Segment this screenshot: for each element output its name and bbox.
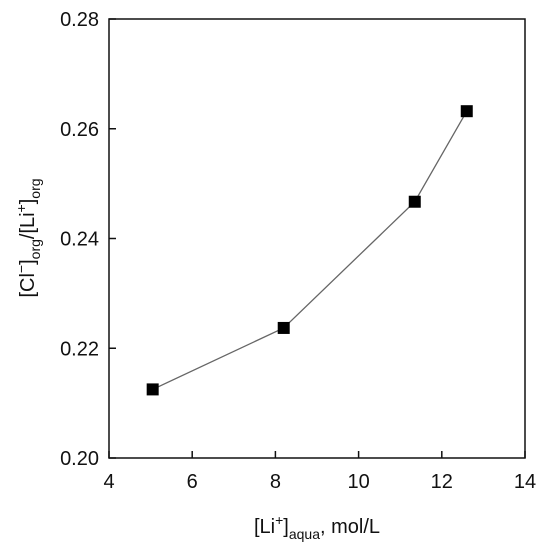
y-tick-label: 0.28 xyxy=(60,9,99,31)
y-tick-label: 0.22 xyxy=(60,338,99,360)
x-axis-title: [Li+]aqua, mol/L xyxy=(254,512,380,542)
y-axis: 0.20 0.22 0.24 0.26 0.28 xyxy=(60,9,116,470)
plot-frame xyxy=(108,18,526,459)
x-tick-label: 10 xyxy=(347,471,369,493)
data-point xyxy=(408,195,421,208)
x-tick-label: 8 xyxy=(270,471,281,493)
y-tick-label: 0.24 xyxy=(60,229,99,251)
series-line xyxy=(152,110,468,390)
data-point xyxy=(277,321,290,334)
y-tick-label: 0.26 xyxy=(60,119,99,141)
data-point xyxy=(146,383,159,396)
y-axis-title: [Cl−]org/[Li+]org xyxy=(13,178,43,297)
x-axis: 4 6 8 10 12 14 xyxy=(103,451,536,493)
x-tick-label: 4 xyxy=(103,471,114,493)
x-tick-label: 6 xyxy=(187,471,198,493)
x-tick-label: 12 xyxy=(431,471,453,493)
y-tick-label: 0.20 xyxy=(60,448,99,470)
x-tick-label: 14 xyxy=(514,471,536,493)
data-point xyxy=(460,105,473,118)
plot-area xyxy=(146,105,473,396)
